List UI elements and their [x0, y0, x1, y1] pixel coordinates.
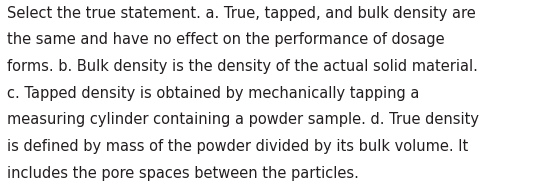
Text: is defined by mass of the powder divided by its bulk volume. It: is defined by mass of the powder divided… — [7, 139, 469, 154]
Text: c. Tapped density is obtained by mechanically tapping a: c. Tapped density is obtained by mechani… — [7, 86, 420, 101]
Text: includes the pore spaces between the particles.: includes the pore spaces between the par… — [7, 166, 359, 181]
Text: the same and have no effect on the performance of dosage: the same and have no effect on the perfo… — [7, 32, 445, 47]
Text: measuring cylinder containing a powder sample. d. True density: measuring cylinder containing a powder s… — [7, 112, 479, 127]
Text: Select the true statement. a. True, tapped, and bulk density are: Select the true statement. a. True, tapp… — [7, 6, 476, 21]
Text: forms. b. Bulk density is the density of the actual solid material.: forms. b. Bulk density is the density of… — [7, 59, 478, 74]
